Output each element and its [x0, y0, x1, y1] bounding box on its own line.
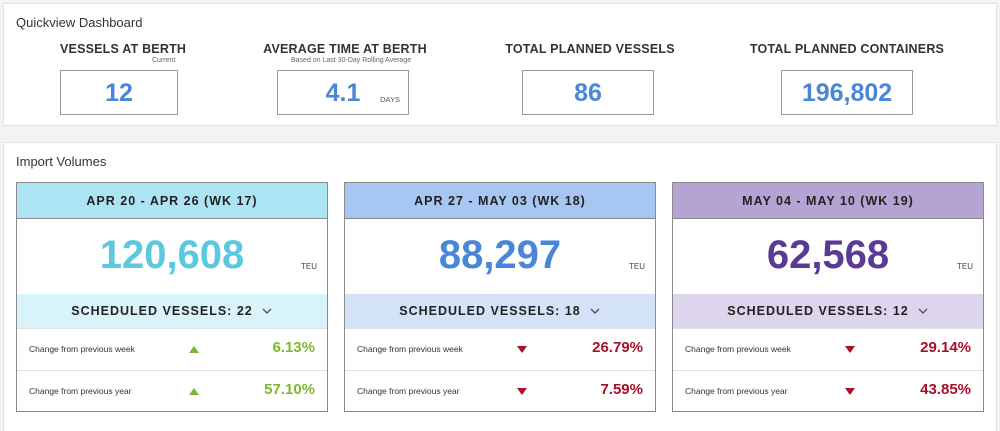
- stat-value: 196,802: [801, 79, 893, 107]
- scheduled-vessels-toggle[interactable]: SCHEDULED VESSELS: 22: [17, 294, 327, 328]
- quickview-panel: Quickview Dashboard VESSELS AT BERTH Cur…: [3, 3, 997, 126]
- scheduled-vessels-label: SCHEDULED VESSELS: 18: [399, 304, 581, 318]
- change-value: 7.59%: [600, 381, 643, 398]
- change-label: Change from previous week: [29, 344, 135, 354]
- change-label: Change from previous year: [357, 386, 460, 396]
- change-row-week: Change from previous week 6.13%: [17, 328, 327, 370]
- change-row-year: Change from previous year 43.85%: [673, 370, 983, 412]
- week-volume: 88,297: [438, 233, 562, 277]
- week-header: APR 27 - MAY 03 (WK 18): [345, 183, 655, 219]
- import-volumes-title: Import Volumes: [16, 154, 107, 169]
- stat-sub: Based on Last 30-Day Rolling Average: [291, 57, 412, 64]
- triangle-down-icon: [517, 346, 527, 353]
- change-value: 29.14%: [920, 339, 971, 356]
- triangle-down-icon: [517, 388, 527, 395]
- scheduled-vessels-label: SCHEDULED VESSELS: 12: [727, 304, 909, 318]
- week-unit: TEU: [957, 262, 973, 271]
- stat-box: 86: [522, 70, 654, 115]
- stat-box: 4.1 DAYS: [277, 70, 409, 115]
- change-label: Change from previous week: [357, 344, 463, 354]
- triangle-down-icon: [845, 388, 855, 395]
- change-value: 57.10%: [264, 381, 315, 398]
- change-row-year: Change from previous year 57.10%: [17, 370, 327, 412]
- stat-label: VESSELS AT BERTH: [60, 42, 187, 56]
- stat-label: TOTAL PLANNED CONTAINERS: [749, 42, 945, 56]
- stat-box: 196,802: [781, 70, 913, 115]
- change-row-year: Change from previous year 7.59%: [345, 370, 655, 412]
- change-row-week: Change from previous week 26.79%: [345, 328, 655, 370]
- triangle-up-icon: [189, 346, 199, 353]
- change-label: Change from previous year: [685, 386, 788, 396]
- week-header: APR 20 - APR 26 (WK 17): [17, 183, 327, 219]
- chevron-down-icon: [918, 308, 928, 314]
- change-value: 26.79%: [592, 339, 643, 356]
- week-unit: TEU: [301, 262, 317, 271]
- week-card-wk17: APR 20 - APR 26 (WK 17) 120,608 TEU SCHE…: [16, 182, 328, 412]
- import-volumes-panel: Import Volumes APR 20 - APR 26 (WK 17) 1…: [3, 142, 997, 431]
- stat-value: 86: [574, 79, 602, 107]
- triangle-up-icon: [189, 388, 199, 395]
- week-volume: 120,608: [99, 233, 245, 277]
- stat-value: 12: [105, 79, 133, 107]
- scheduled-vessels-toggle[interactable]: SCHEDULED VESSELS: 12: [673, 294, 983, 328]
- stat-label: AVERAGE TIME AT BERTH: [263, 42, 427, 56]
- chevron-down-icon: [262, 308, 272, 314]
- week-volume: 62,568: [766, 233, 890, 277]
- week-card-wk19: MAY 04 - MAY 10 (WK 19) 62,568 TEU SCHED…: [672, 182, 984, 412]
- week-unit: TEU: [629, 262, 645, 271]
- week-card-wk18: APR 27 - MAY 03 (WK 18) 88,297 TEU SCHED…: [344, 182, 656, 412]
- change-row-week: Change from previous week 29.14%: [673, 328, 983, 370]
- change-value: 43.85%: [920, 381, 971, 398]
- quickview-title: Quickview Dashboard: [16, 15, 143, 30]
- scheduled-vessels-toggle[interactable]: SCHEDULED VESSELS: 18: [345, 294, 655, 328]
- scheduled-vessels-label: SCHEDULED VESSELS: 22: [71, 304, 253, 318]
- stat-unit: DAYS: [380, 95, 400, 104]
- triangle-down-icon: [845, 346, 855, 353]
- stat-sub: Current: [152, 57, 176, 64]
- stat-label: TOTAL PLANNED VESSELS: [505, 42, 675, 56]
- change-label: Change from previous year: [29, 386, 132, 396]
- change-value: 6.13%: [272, 339, 315, 356]
- stat-box: 12: [60, 70, 178, 115]
- chevron-down-icon: [590, 308, 600, 314]
- stat-value: 4.1: [325, 79, 361, 107]
- change-label: Change from previous week: [685, 344, 791, 354]
- week-header: MAY 04 - MAY 10 (WK 19): [673, 183, 983, 219]
